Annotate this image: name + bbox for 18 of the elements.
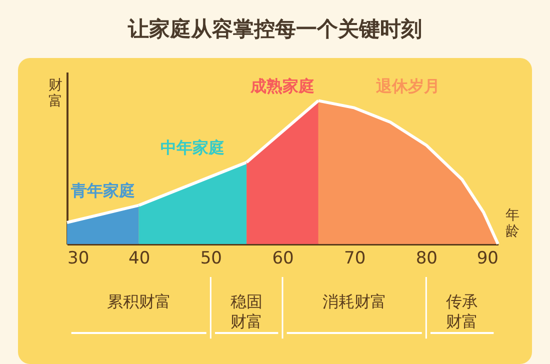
text: 传承财富	[446, 292, 478, 332]
x-tick-label: 80	[416, 248, 438, 268]
x-tick-label: 70	[344, 248, 366, 268]
chart-title: 让家庭从容掌控每一个关键时刻	[126, 16, 423, 43]
text: 累积财富	[106, 292, 171, 312]
x-tick-label: 50	[200, 248, 222, 268]
text: 消耗财富	[322, 292, 386, 312]
series-label: 青年家庭	[70, 180, 135, 200]
text: 稳固财富	[230, 292, 263, 332]
y-axis-title: 财富	[48, 78, 62, 110]
x-tick-label: 40	[128, 248, 150, 268]
x-tick-label: 30	[68, 248, 90, 268]
x-tick-label: 60	[272, 248, 294, 268]
series-label: 中年家庭	[160, 138, 225, 157]
x-axis-title: 年龄	[506, 208, 520, 240]
series-label: 退休岁月	[375, 76, 440, 96]
x-tick-label: 90	[476, 248, 498, 268]
series-label: 成熟家庭	[250, 76, 314, 96]
